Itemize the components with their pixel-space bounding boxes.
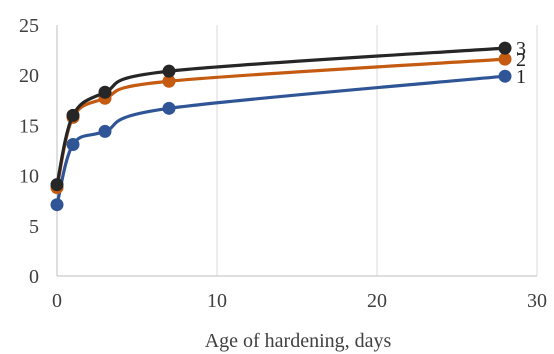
data-point bbox=[498, 41, 512, 55]
data-point bbox=[162, 101, 176, 115]
y-tick-label: 15 bbox=[19, 115, 39, 137]
series-label-1: 1 bbox=[516, 66, 526, 88]
y-tick-label: 20 bbox=[19, 65, 39, 87]
data-point bbox=[50, 178, 64, 192]
series-label-2: 2 bbox=[516, 49, 526, 71]
data-point bbox=[162, 74, 176, 88]
y-tick-label: 10 bbox=[19, 166, 39, 188]
series-layer bbox=[50, 41, 512, 212]
data-point bbox=[66, 137, 80, 151]
axes: 0 5 10 15 20 25 0 10 20 30 bbox=[19, 15, 547, 312]
y-tick-label: 0 bbox=[29, 266, 39, 288]
x-tick-label: 10 bbox=[207, 290, 227, 312]
y-tick-label: 5 bbox=[29, 216, 39, 238]
x-axis-title: Age of hardening, days bbox=[205, 330, 392, 352]
data-point bbox=[66, 108, 80, 122]
series-label-3: 3 bbox=[516, 38, 526, 60]
data-point bbox=[498, 52, 512, 66]
data-point bbox=[498, 69, 512, 83]
data-point bbox=[98, 124, 112, 138]
series-1 bbox=[50, 69, 512, 212]
labels: 123 bbox=[516, 38, 526, 88]
data-point bbox=[98, 85, 112, 99]
y-tick-label: 25 bbox=[19, 15, 39, 37]
series-line-1 bbox=[55, 74, 506, 206]
data-point bbox=[50, 198, 64, 212]
x-tick-label: 0 bbox=[52, 290, 62, 312]
x-tick-label: 30 bbox=[527, 290, 547, 312]
data-point bbox=[162, 64, 176, 78]
series-2 bbox=[50, 52, 512, 195]
series-3 bbox=[50, 41, 512, 192]
x-tick-label: 20 bbox=[367, 290, 387, 312]
